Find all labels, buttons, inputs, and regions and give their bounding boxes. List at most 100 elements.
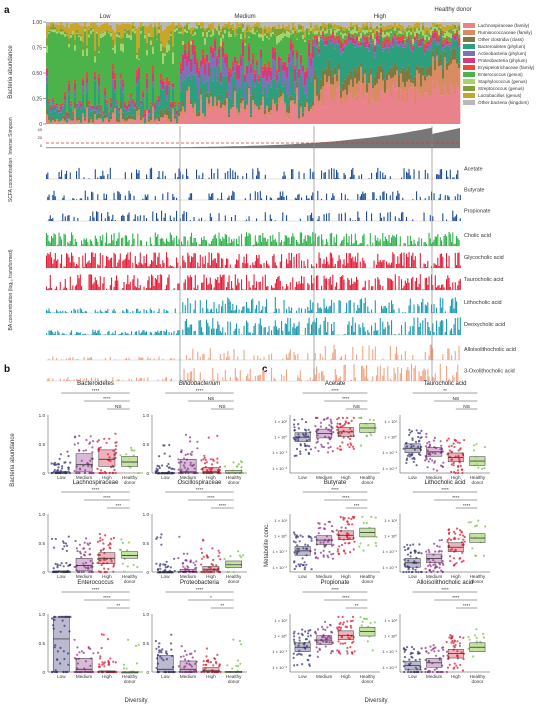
track-bar: [326, 193, 328, 200]
track-bar: [157, 234, 159, 246]
data-point: [183, 466, 186, 469]
abundance-segment: [236, 113, 239, 124]
track-bar: [231, 239, 233, 246]
abundance-segment: [102, 22, 105, 24]
track-bar: [203, 274, 205, 290]
track-bar: [397, 354, 399, 360]
track-bar: [419, 253, 421, 268]
abundance-segment: [294, 101, 297, 104]
abundance-segment: [72, 23, 75, 32]
abundance-segment: [438, 30, 441, 36]
track-bar: [48, 240, 50, 246]
abundance-segment: [432, 34, 435, 39]
track-bar: [412, 326, 414, 335]
abundance-segment: [228, 28, 231, 32]
track-bar: [301, 260, 303, 268]
data-point: [218, 469, 222, 472]
track-bar: [86, 263, 88, 268]
abundance-segment: [188, 24, 191, 30]
abundance-segment: [110, 32, 113, 34]
abundance-segment: [430, 49, 433, 66]
abundance-segment: [400, 45, 403, 71]
abundance-segment: [402, 101, 405, 124]
abundance-segment: [326, 45, 329, 69]
track-bar: [418, 326, 420, 335]
abundance-segment: [288, 37, 291, 54]
data-point: [61, 547, 64, 551]
abundance-segment: [68, 121, 71, 124]
abundance-segment: [224, 76, 227, 100]
abundance-segment: [418, 93, 421, 124]
track-bar: [104, 379, 106, 381]
abundance-segment: [244, 43, 247, 46]
track-bar: [298, 253, 300, 268]
abundance-segment: [194, 103, 197, 107]
abundance-segment: [346, 101, 349, 124]
track-bar: [244, 359, 246, 360]
track-bar: [449, 330, 451, 335]
abundance-segment: [224, 33, 227, 54]
abundance-segment: [356, 41, 359, 47]
abundance-segment: [358, 42, 361, 44]
track-bar: [388, 234, 390, 246]
abundance-segment: [138, 66, 141, 68]
abundance-segment: [418, 28, 421, 31]
abundance-segment: [306, 68, 309, 71]
abundance-segment: [142, 22, 145, 23]
abundance-segment: [142, 25, 145, 91]
abundance-segment: [308, 34, 311, 40]
abundance-segment: [372, 46, 375, 85]
abundance-segment: [86, 55, 89, 72]
track-bar: [311, 324, 313, 335]
track-bar: [277, 197, 279, 200]
track-bar: [424, 264, 426, 268]
track-bar: [304, 235, 306, 246]
abundance-segment: [258, 106, 261, 110]
abundance-segment: [242, 97, 245, 101]
abundance-segment: [168, 50, 171, 81]
abundance-segment: [382, 48, 385, 52]
track-bar: [364, 331, 366, 335]
track-bar: [252, 285, 254, 290]
abundance-segment: [456, 63, 459, 86]
abundance-segment: [258, 22, 261, 28]
abundance-segment: [194, 106, 197, 124]
abundance-segment: [152, 81, 155, 88]
track-bar: [341, 213, 343, 221]
abundance-segment: [108, 122, 111, 124]
abundance-segment: [198, 70, 201, 79]
abundance-segment: [110, 107, 113, 110]
track-bar: [329, 276, 331, 290]
track-bar: [66, 253, 68, 268]
abundance-segment: [366, 36, 369, 40]
panel-label-c: c: [262, 364, 268, 375]
legend-label: Lactobacillus (genus): [478, 93, 522, 98]
track-bar: [424, 169, 426, 179]
abundance-segment: [234, 22, 237, 29]
abundance-segment: [442, 40, 445, 44]
track-bar: [91, 274, 93, 290]
abundance-segment: [102, 122, 105, 124]
track-bar: [189, 324, 191, 335]
track-bar: [279, 261, 281, 268]
track-bar: [366, 211, 368, 221]
track-bar: [281, 240, 283, 246]
abundance-segment: [354, 38, 357, 41]
abundance-segment: [448, 65, 451, 96]
abundance-segment: [70, 37, 73, 101]
data-point: [216, 434, 219, 437]
track-bar: [411, 240, 413, 246]
abundance-segment: [408, 39, 411, 66]
track-bar: [392, 304, 394, 313]
abundance-segment: [74, 117, 77, 124]
abundance-segment: [454, 22, 457, 25]
track-bar: [159, 238, 161, 246]
track-bar: [428, 232, 430, 246]
track-bar: [372, 192, 374, 200]
abundance-segment: [48, 25, 51, 31]
track-bar: [189, 275, 191, 290]
abundance-segment: [148, 113, 151, 116]
abundance-segment: [350, 30, 353, 34]
track-bar: [404, 243, 406, 246]
abundance-segment: [62, 29, 65, 32]
